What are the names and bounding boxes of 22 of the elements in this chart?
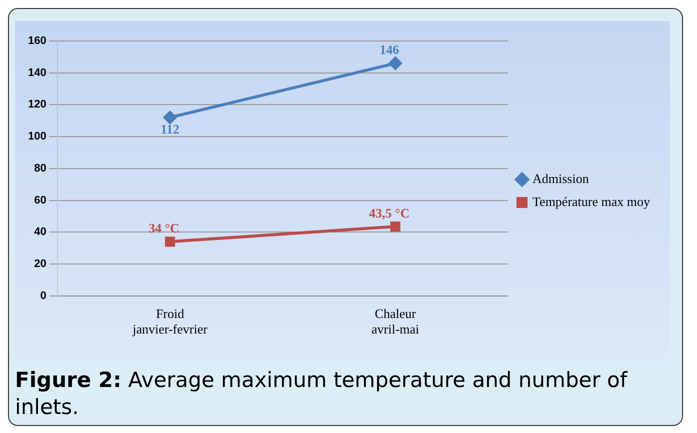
text: Figure 2: Average maximum temperature and number of inlets. [15,368,628,419]
y-tick-label: 20 [34,258,46,270]
data-label: 43,5 °C [369,205,410,220]
y-tick-label: 40 [34,226,46,238]
x-tick-label: Chaleur avril-mai [372,306,420,337]
x-tick-label: Froid janvier-fevrier [132,306,208,337]
legend-label: Admission [532,170,590,186]
y-tick-label: 160 [28,35,46,48]
point [164,110,177,124]
y-tick-label: 140 [28,66,46,79]
point [164,236,176,247]
point [390,221,400,232]
y-tick-label: 60 [34,194,46,206]
legend-label: Température max moy [532,194,650,209]
data-label: 112 [160,121,180,136]
data-label: 146 [380,42,400,58]
y-tick-label: 0 [40,290,46,302]
y-tick-label: 80 [34,162,46,174]
y-tick-label: 100 [28,130,46,143]
data-label: 34 °C [148,220,180,236]
point [388,56,402,70]
y-tick-label: 120 [28,98,46,111]
